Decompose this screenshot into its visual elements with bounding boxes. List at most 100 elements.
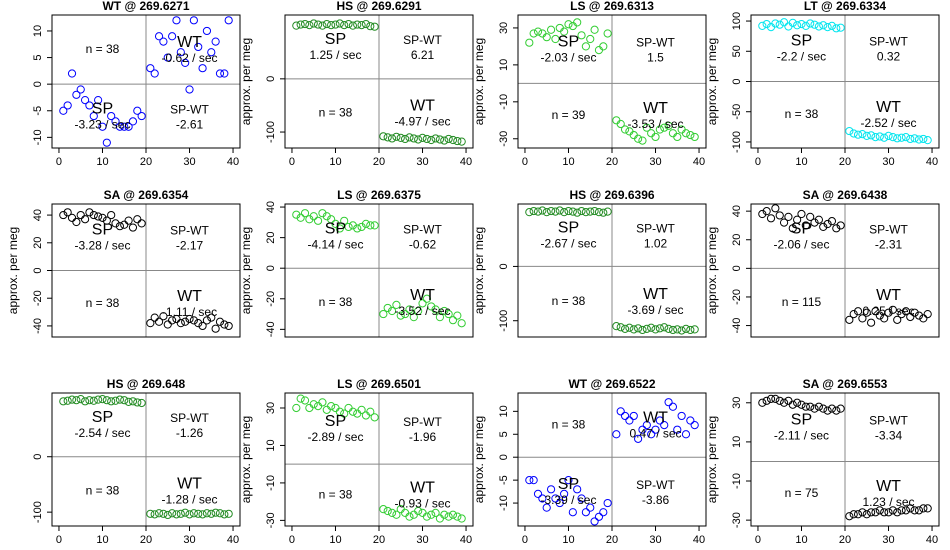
- point: [616, 119, 625, 129]
- point: [560, 208, 569, 217]
- sp-rate: -3.28 / sec: [74, 238, 130, 252]
- plot-frame: [750, 203, 940, 338]
- point: [810, 20, 819, 29]
- sp-rate: -2.03 / sec: [540, 50, 596, 64]
- y-tick-label: 50: [731, 45, 743, 57]
- point: [366, 407, 375, 416]
- point: [63, 208, 72, 217]
- point: [366, 22, 375, 31]
- x-tick-label: 0: [56, 156, 62, 168]
- x-tick-label: 30: [183, 156, 195, 168]
- wt-rate: -3.53 / sec: [628, 117, 684, 131]
- point: [529, 29, 538, 38]
- diff-value: 1.02: [644, 236, 668, 250]
- diff-label: SP-WT: [403, 222, 442, 236]
- point: [361, 219, 371, 228]
- x-tick-label: 0: [522, 534, 528, 546]
- x-tick-label: 40: [460, 534, 472, 546]
- point: [370, 221, 379, 230]
- point: [331, 219, 340, 228]
- point: [673, 325, 682, 334]
- point: [176, 48, 185, 57]
- point: [120, 122, 129, 131]
- point: [655, 324, 664, 333]
- point: [542, 503, 551, 512]
- point: [647, 430, 656, 439]
- point: [686, 130, 695, 140]
- y-tick-label: -40: [731, 318, 743, 334]
- point: [185, 85, 194, 94]
- point: [435, 514, 445, 523]
- y-tick-label: 0: [32, 81, 44, 87]
- point: [85, 208, 94, 217]
- y-tick-label: 30: [731, 397, 743, 409]
- point: [211, 37, 220, 46]
- point: [440, 136, 449, 145]
- point: [176, 319, 185, 328]
- point: [115, 122, 124, 131]
- point: [331, 20, 340, 29]
- y-tick-label: 0: [498, 454, 510, 460]
- y-tick-label: -100: [32, 501, 44, 523]
- point: [651, 425, 660, 434]
- point: [758, 209, 767, 219]
- sp-rate: -2.67 / sec: [540, 236, 596, 250]
- point: [573, 18, 582, 27]
- point: [89, 111, 98, 121]
- x-tick-label: 10: [795, 534, 807, 546]
- diff-label: SP-WT: [636, 478, 675, 492]
- y-axis-label: approx. per meg: [6, 227, 20, 314]
- point: [107, 111, 116, 121]
- point: [660, 123, 669, 132]
- point: [668, 325, 678, 335]
- point: [168, 32, 177, 41]
- n-label: n = 75: [785, 486, 819, 500]
- diff-label: SP-WT: [170, 102, 209, 116]
- point: [616, 323, 625, 332]
- point: [634, 434, 643, 443]
- point: [431, 134, 440, 143]
- point: [150, 313, 159, 322]
- point: [340, 409, 349, 418]
- n-label: n = 38: [552, 417, 586, 431]
- wt-rate: -2.52 / sec: [861, 116, 917, 130]
- y-tick-label: 10: [32, 25, 44, 37]
- point: [638, 136, 647, 145]
- point: [448, 510, 458, 519]
- point: [642, 123, 651, 132]
- point: [163, 510, 172, 520]
- point: [551, 207, 560, 216]
- point: [344, 222, 353, 232]
- point: [564, 476, 573, 485]
- point: [784, 212, 793, 221]
- point: [801, 21, 810, 30]
- point: [198, 321, 207, 331]
- sp-label: SP: [558, 33, 579, 50]
- x-tick-label: 30: [183, 534, 195, 546]
- sp-label: SP: [325, 31, 346, 48]
- x-tick-label: 0: [755, 534, 761, 546]
- wt-rate: 1.23 / sec: [863, 495, 915, 509]
- wt-label: WT: [410, 287, 435, 304]
- point: [115, 222, 124, 231]
- point: [775, 20, 784, 29]
- x-tick-label: 30: [882, 534, 894, 546]
- point: [686, 416, 695, 425]
- point: [107, 397, 116, 406]
- wt-rate: 0.47 / sec: [630, 426, 682, 440]
- x-tick-label: 20: [606, 156, 618, 168]
- point: [875, 311, 884, 320]
- panel-title: LS @ 269.6375: [337, 188, 421, 202]
- point: [923, 310, 932, 319]
- x-tick-label: 20: [140, 156, 152, 168]
- point: [573, 485, 582, 494]
- point: [115, 395, 124, 404]
- y-tick-label: -10: [265, 475, 277, 491]
- point: [72, 90, 81, 99]
- point: [309, 212, 318, 221]
- plot-frame: [517, 14, 707, 149]
- point: [379, 309, 388, 319]
- point: [414, 135, 423, 144]
- point: [849, 510, 858, 519]
